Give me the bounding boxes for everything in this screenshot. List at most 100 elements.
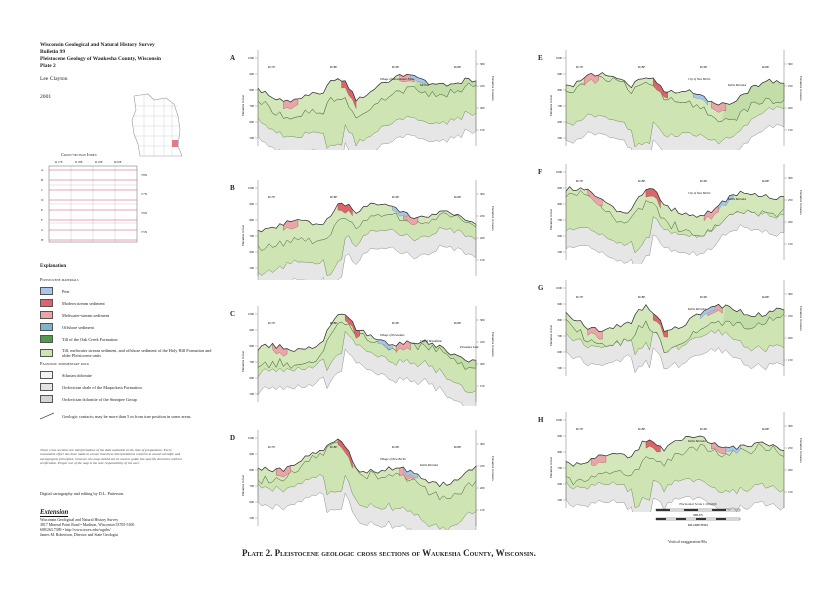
place-label: Kettle Moraine — [727, 197, 747, 201]
index-township-label: T5N — [141, 230, 148, 234]
legend-swatch — [40, 371, 53, 379]
address-line: James M. Robertson, Director and State G… — [40, 533, 119, 537]
meter-tick-label: 150 — [480, 258, 485, 262]
range-label: R20E — [762, 65, 769, 69]
range-label: R17E — [268, 321, 275, 325]
cross-section-c: 1000 900 800 700 600 500 300 250 200 150 Elevation… — [241, 306, 495, 406]
feet-tick-label: 900 — [250, 202, 255, 206]
legend-label: Ordovician shale of the Maquoketa Format… — [62, 384, 142, 390]
legend-swatch — [40, 335, 53, 343]
index-row-label: A — [41, 168, 44, 172]
range-label: R17E — [576, 295, 583, 299]
index-row-label: D — [41, 198, 44, 202]
legend-label: Till, meltwater stream sediment, and off… — [62, 348, 212, 358]
plate-title: Plate 2. Pleistocene geologic cross sect… — [242, 548, 536, 558]
cross-section-e: 1000 900 800 700 600 500 300 250 200 150 Elevation… — [549, 50, 803, 150]
meter-tick-label: 300 — [788, 292, 793, 296]
legend-item: Meltwater-stream sediment — [40, 309, 230, 321]
legend-item: Geologic contacts; may be more than 5 m … — [40, 408, 230, 424]
wisconsin-location-map — [131, 93, 183, 157]
index-row-label: C — [41, 188, 44, 192]
extension-logo: Extension — [40, 509, 69, 517]
address-line: 3817 Mineral Point Road • Madison, Wisco… — [40, 523, 135, 527]
land-surface-line — [257, 438, 477, 488]
range-label: R17E — [576, 427, 583, 431]
waukesha-county-highlight — [172, 140, 178, 147]
header-line: Wisconsin Geological and Natural History… — [40, 42, 155, 48]
feet-tick-label: 800 — [250, 218, 255, 222]
range-label: R20E — [762, 179, 769, 183]
feet-tick-label: 600 — [250, 500, 255, 504]
feet-tick-label: 1000 — [556, 418, 563, 422]
place-label: Village of Menomonee Falls — [380, 77, 415, 81]
land-surface-line — [257, 73, 477, 103]
legend-item: Ordovician dolomite of the Sinnipee Grou… — [40, 393, 230, 405]
meter-tick-label: 200 — [480, 106, 485, 110]
land-surface-line — [565, 186, 785, 218]
legend-label: Ordovician dolomite of the Sinnipee Grou… — [62, 396, 137, 402]
legend-item: Till of the Oak Creek Formation — [40, 333, 230, 345]
range-label: R19E — [392, 195, 399, 199]
place-label: Kettle Moraine — [727, 83, 747, 87]
place-label: Kettle Moraine — [687, 439, 707, 443]
address-line: 608/263.7389 • http://www.uwex.edu/wgnhs… — [40, 528, 111, 532]
range-label: R17E — [576, 65, 583, 69]
place-label: City of New Berlin — [688, 77, 711, 81]
plate-header: Wisconsin Geological and Natural History… — [40, 42, 161, 70]
feet-tick-label: 800 — [250, 344, 255, 348]
index-col-label: R18E — [75, 160, 83, 164]
section-letter-e: E — [538, 54, 543, 62]
right-axis-label: Elevation in meters — [491, 332, 495, 358]
legend-swatch — [40, 311, 53, 319]
feet-tick-label: 1000 — [248, 436, 255, 440]
feet-tick-label: 800 — [558, 88, 563, 92]
range-label: R18E — [638, 427, 645, 431]
range-label: R19E — [392, 445, 399, 449]
feet-tick-label: 500 — [558, 498, 563, 502]
feet-tick-label: 500 — [250, 392, 255, 396]
header-line: Bulletin 99 — [40, 49, 66, 55]
meter-tick-label: 250 — [480, 84, 485, 88]
index-township-label: T7N — [141, 192, 148, 196]
range-label: R20E — [454, 321, 461, 325]
right-axis-label: Elevation in meters — [799, 76, 803, 102]
index-row-label: B — [41, 178, 44, 182]
feet-tick-label: 600 — [250, 376, 255, 380]
index-row-label: G — [41, 228, 44, 232]
cross-section-index-map: R17E R18E R19E R20E A B C D E F G H T8N … — [41, 160, 148, 243]
feet-tick-label: 600 — [558, 350, 563, 354]
section-letter-c: C — [230, 310, 236, 318]
legend-label: Meltwater-stream sediment — [62, 312, 110, 318]
cross-section-d: 1000 900 800 700 600 500 300 250 200 150 Elevation… — [241, 430, 495, 530]
left-axis-label: Elevation in feet — [241, 475, 245, 496]
meter-tick-label: 250 — [788, 314, 793, 318]
scale-graphic: MILES KILOMETERS — [655, 508, 741, 527]
place-label: Kettle Moraine — [419, 463, 439, 467]
range-label: R19E — [392, 65, 399, 69]
land-surface-line — [565, 435, 785, 467]
meter-tick-label: 250 — [480, 464, 485, 468]
header-line: Pleistocene Geology of Waukesha County, … — [40, 56, 162, 62]
legend-swatch — [40, 287, 53, 295]
place-label: Kettle Moraine — [687, 307, 707, 311]
feet-tick-label: 800 — [558, 202, 563, 206]
meter-tick-label: 300 — [788, 424, 793, 428]
right-axis-label: Elevation in meters — [799, 306, 803, 332]
index-col-label: R20E — [114, 160, 122, 164]
meter-tick-label: 300 — [788, 176, 793, 180]
section-letter-d: D — [230, 434, 236, 442]
scale-miles-label: MILES — [693, 513, 703, 517]
survey-address: Wisconsin Geological and Natural History… — [40, 518, 134, 538]
header-line: Plate 2 — [40, 63, 56, 69]
legend-item: Till, meltwater stream sediment, and off… — [40, 345, 230, 361]
cross-section-f: 1000 900 800 700 600 500 300 250 200 150 Elevation… — [549, 164, 803, 264]
legend-heading-paleozoic: Paleozoic sedimentary rock — [40, 361, 90, 366]
legend-item: Silurian dolomite — [40, 369, 230, 381]
right-axis-label: Elevation in meters — [491, 456, 495, 482]
feet-tick-label: 800 — [558, 318, 563, 322]
right-axis-label: Elevation in meters — [491, 76, 495, 102]
meter-tick-label: 150 — [788, 358, 793, 362]
range-label: R18E — [330, 445, 337, 449]
index-col-label: R19E — [95, 160, 103, 164]
left-axis-label: Elevation in feet — [241, 95, 245, 116]
